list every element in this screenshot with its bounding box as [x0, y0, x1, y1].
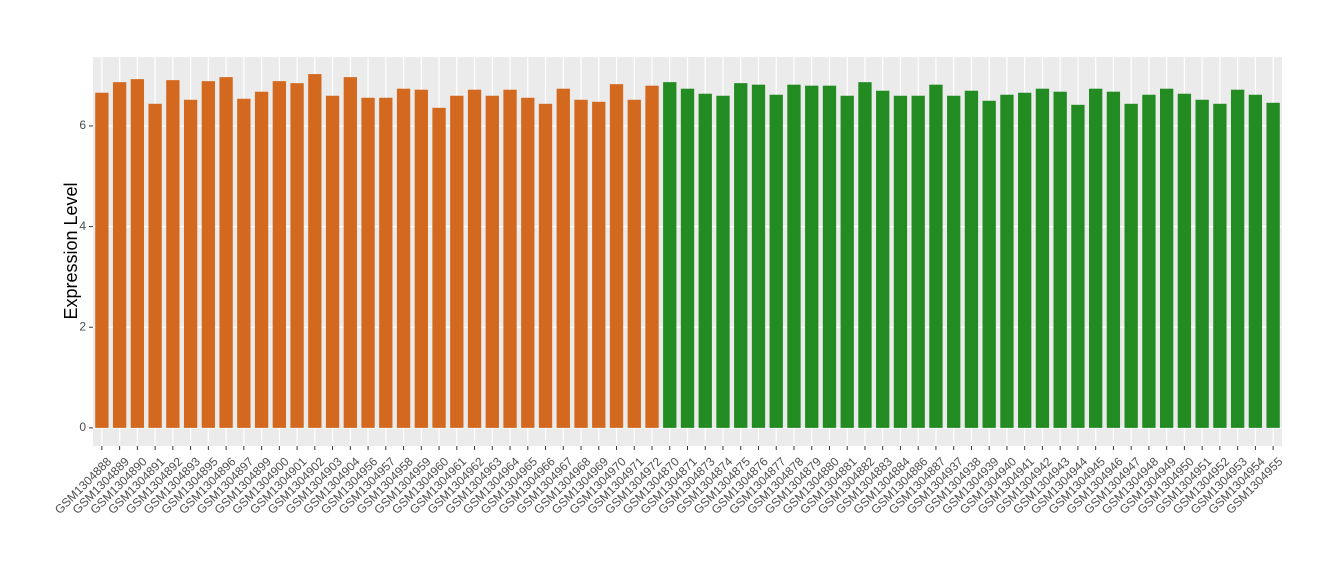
bar	[467, 89, 482, 428]
bar	[219, 77, 233, 428]
bar	[627, 99, 641, 428]
bar	[787, 84, 801, 428]
bar	[361, 97, 375, 428]
bar	[166, 80, 180, 428]
bar	[982, 100, 996, 428]
bar	[183, 99, 198, 428]
bar	[308, 74, 322, 428]
bar	[1089, 88, 1103, 428]
bar	[485, 95, 499, 428]
bar	[1106, 91, 1121, 428]
bar	[1230, 89, 1245, 428]
bar	[379, 97, 393, 428]
bar	[1000, 94, 1014, 428]
bar	[1035, 88, 1050, 428]
bar	[254, 91, 269, 428]
bar	[1018, 92, 1032, 428]
bar	[1142, 94, 1156, 428]
bar	[290, 83, 304, 428]
bar	[574, 99, 588, 428]
y-tick-label: 6	[79, 118, 86, 132]
bar	[450, 95, 464, 428]
bar	[432, 107, 446, 428]
bar	[1248, 94, 1263, 428]
bar	[893, 95, 908, 428]
bar	[592, 101, 606, 428]
bar	[858, 82, 872, 428]
bar	[1071, 104, 1085, 428]
bar	[396, 88, 411, 428]
y-axis-title: Expression Level	[61, 182, 81, 319]
bar	[1124, 103, 1138, 428]
bar	[822, 85, 837, 428]
bar	[1177, 93, 1192, 428]
bar	[343, 77, 357, 428]
bar	[929, 84, 943, 428]
bar	[95, 92, 109, 428]
bar	[414, 89, 428, 428]
bar	[130, 79, 145, 428]
bar	[1266, 102, 1280, 428]
bar	[734, 83, 748, 428]
y-tick-label: 2	[79, 319, 86, 333]
bar	[751, 84, 766, 428]
bar	[840, 95, 854, 428]
bar	[876, 90, 890, 428]
bar	[1195, 99, 1209, 428]
bar	[911, 95, 925, 428]
bar	[769, 94, 783, 428]
bar	[716, 95, 730, 428]
bar	[680, 88, 695, 428]
bar	[698, 93, 712, 428]
bar	[609, 84, 624, 428]
bar	[556, 88, 570, 428]
bar	[503, 89, 517, 428]
y-tick-label: 0	[79, 420, 86, 434]
bar	[148, 103, 162, 428]
y-tick-label: 4	[79, 219, 86, 233]
bar	[237, 98, 251, 428]
bar	[1213, 103, 1227, 428]
bar	[272, 81, 286, 428]
bar	[538, 103, 553, 428]
bar	[964, 90, 979, 428]
bar	[947, 95, 961, 428]
bar	[805, 85, 819, 428]
bar	[1053, 91, 1067, 428]
bar	[112, 82, 127, 428]
bar	[663, 82, 677, 428]
bar	[201, 81, 216, 428]
bar	[1159, 88, 1174, 428]
bar	[645, 85, 659, 428]
bar	[325, 95, 340, 428]
bar	[521, 97, 535, 428]
